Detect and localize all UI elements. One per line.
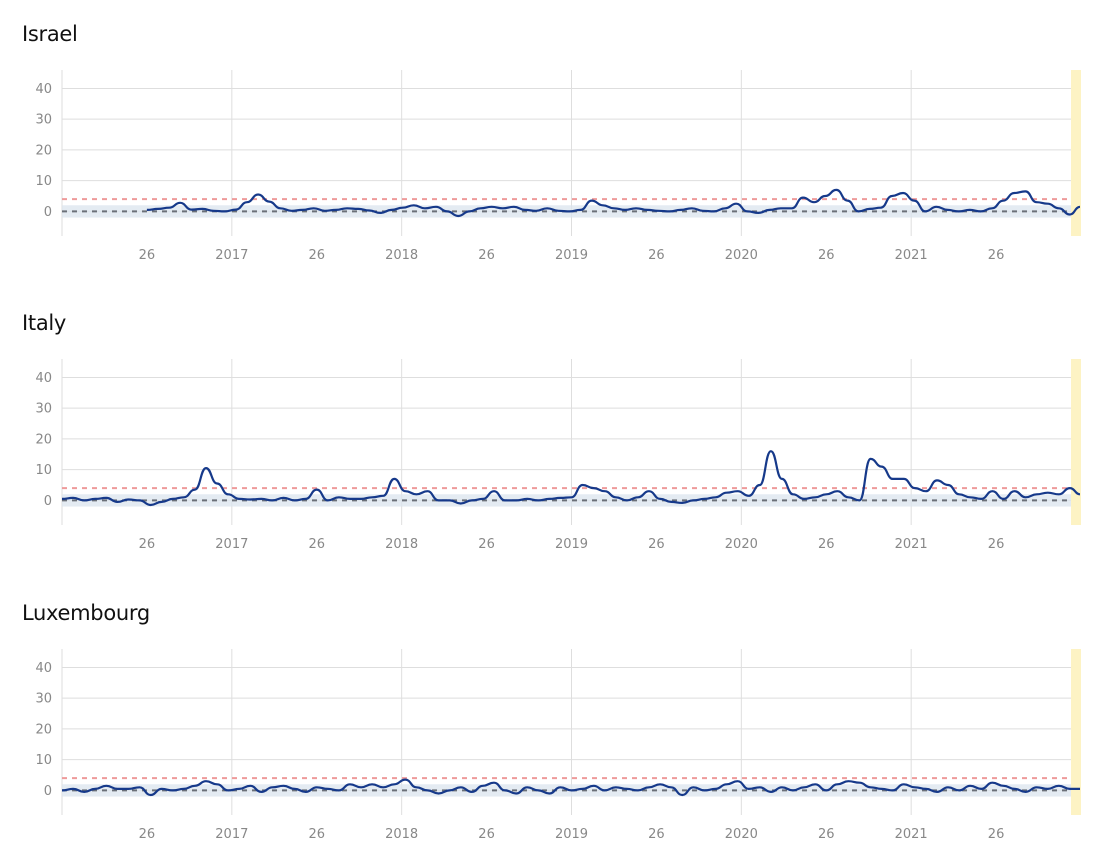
y-tick-label: 10	[35, 753, 52, 768]
x-tick-label: 26	[478, 537, 495, 552]
x-tick-label: 26	[818, 827, 835, 842]
x-tick-label: 2021	[895, 248, 928, 263]
latest-period-highlight	[1071, 649, 1081, 815]
x-tick-label: 2019	[555, 537, 588, 552]
y-tick-label: 0	[44, 494, 52, 509]
x-tick-label: 2020	[725, 537, 758, 552]
series-line	[146, 188, 1081, 218]
x-tick-label: 2021	[895, 537, 928, 552]
y-tick-label: 20	[35, 722, 52, 737]
x-tick-label: 2020	[725, 827, 758, 842]
y-tick-label: 40	[35, 371, 52, 386]
x-tick-label: 26	[648, 537, 665, 552]
y-tick-label: 0	[44, 784, 52, 799]
chart-luxembourg: 0 10 20 30 40 26 2017 26 2018 26 2019 26 2020 26 2021 2…	[35, 649, 1081, 842]
x-tick-label: 26	[308, 827, 325, 842]
series-line	[61, 778, 1080, 797]
y-tick-label: 30	[35, 402, 52, 417]
x-tick-label: 26	[308, 537, 325, 552]
y-tick-label: 10	[35, 463, 52, 478]
x-tick-label: 26	[818, 537, 835, 552]
normal-band	[62, 494, 1081, 507]
x-tick-label: 26	[988, 248, 1005, 263]
y-tick-label: 20	[35, 432, 52, 447]
x-tick-label: 2017	[215, 537, 248, 552]
x-tick-label: 26	[988, 537, 1005, 552]
x-tick-label: 26	[478, 248, 495, 263]
x-tick-label: 26	[139, 248, 156, 263]
chart-italy: 0 10 20 30 40 26 2017 26 2018 26 2019 26 2020 26 2021 2…	[35, 359, 1081, 552]
x-tick-label: 2019	[555, 827, 588, 842]
chart-israel: 0 10 20 30 40 26 2017 26 2018 26 2019 26 2020 26 2021 2…	[35, 70, 1081, 263]
y-tick-label: 40	[35, 661, 52, 676]
x-tick-label: 26	[818, 248, 835, 263]
chart-title: Luxembourg	[22, 601, 150, 625]
x-tick-label: 2017	[215, 248, 248, 263]
x-tick-label: 26	[139, 537, 156, 552]
series-line	[61, 450, 1081, 507]
x-tick-label: 2017	[215, 827, 248, 842]
x-tick-label: 2018	[385, 537, 418, 552]
panel-italy: Italy 0 10 20 30 40 26 2017 26 2018 26 2019 26 2020 2…	[0, 311, 1096, 561]
y-tick-label: 0	[44, 205, 52, 220]
x-tick-label: 2019	[555, 248, 588, 263]
x-tick-label: 26	[988, 827, 1005, 842]
y-tick-label: 40	[35, 82, 52, 97]
latest-period-highlight	[1071, 359, 1081, 525]
x-tick-label: 26	[648, 248, 665, 263]
x-tick-label: 26	[139, 827, 156, 842]
x-tick-label: 2018	[385, 248, 418, 263]
y-tick-label: 30	[35, 113, 52, 128]
latest-period-highlight	[1071, 70, 1081, 236]
y-tick-label: 20	[35, 143, 52, 158]
x-tick-label: 2018	[385, 827, 418, 842]
panel-israel: Israel 0 10 20 30 40 26 2017 26 2018 26 2019 26 2020…	[0, 22, 1096, 272]
y-tick-label: 30	[35, 692, 52, 707]
x-tick-label: 26	[648, 827, 665, 842]
chart-title: Israel	[22, 22, 78, 46]
x-tick-label: 2021	[895, 827, 928, 842]
x-tick-label: 2020	[725, 248, 758, 263]
panel-luxembourg: Luxembourg 0 10 20 30 40 26 2017 26 2018 26 2019 26…	[0, 601, 1096, 851]
y-tick-label: 10	[35, 174, 52, 189]
x-tick-label: 26	[478, 827, 495, 842]
x-tick-label: 26	[308, 248, 325, 263]
chart-title: Italy	[22, 311, 67, 335]
